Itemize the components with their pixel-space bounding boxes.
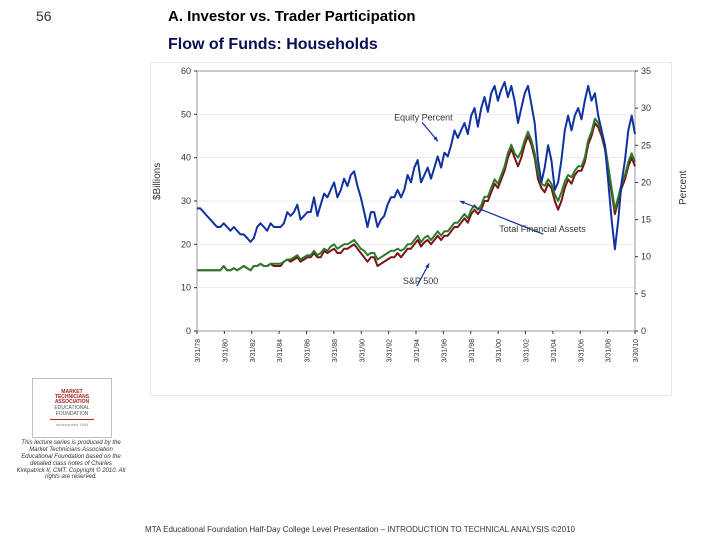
svg-text:Equity Percent: Equity Percent <box>394 112 453 122</box>
svg-text:3/31/98: 3/31/98 <box>469 339 476 362</box>
chart-title: Flow of Funds: Households <box>168 36 378 54</box>
svg-text:30: 30 <box>181 196 191 206</box>
y-axis-right-label: Percent <box>678 171 689 205</box>
svg-text:3/31/80: 3/31/80 <box>222 339 229 362</box>
svg-text:20: 20 <box>181 239 191 249</box>
svg-text:3/31/00: 3/31/00 <box>496 339 503 362</box>
svg-text:3/31/92: 3/31/92 <box>387 339 394 362</box>
svg-text:3/31/84: 3/31/84 <box>277 339 284 362</box>
section-heading: A. Investor vs. Trader Participation <box>168 8 416 25</box>
svg-text:10: 10 <box>641 252 651 262</box>
chart-container: 0 10 20 30 40 50 60 0 5 10 15 20 25 30 35 3/31/78 3/31/8… <box>150 62 672 396</box>
svg-text:3/31/08: 3/31/08 <box>606 339 613 362</box>
svg-text:35: 35 <box>641 66 651 76</box>
svg-text:3/31/90: 3/31/90 <box>359 339 366 362</box>
svg-text:3/31/06: 3/31/06 <box>578 339 585 362</box>
svg-text:3/31/96: 3/31/96 <box>441 339 448 362</box>
svg-text:10: 10 <box>181 283 191 293</box>
svg-text:3/31/78: 3/31/78 <box>195 339 202 362</box>
svg-text:15: 15 <box>641 215 651 225</box>
svg-text:40: 40 <box>181 153 191 163</box>
footer-text: MTA Educational Foundation Half-Day Coll… <box>0 525 720 534</box>
line-chart: 0 10 20 30 40 50 60 0 5 10 15 20 25 30 35 3/31/78 3/31/8… <box>151 63 671 395</box>
svg-text:S&P 500: S&P 500 <box>403 276 438 286</box>
svg-text:Total Financial Assets: Total Financial Assets <box>499 224 586 234</box>
disclaimer-text: This lecture series is produced by the M… <box>16 440 126 481</box>
svg-text:3/31/04: 3/31/04 <box>551 339 558 362</box>
slide: 56 A. Investor vs. Trader Participation … <box>0 0 720 540</box>
svg-text:60: 60 <box>181 66 191 76</box>
logo-rule <box>50 419 94 420</box>
slide-number: 56 <box>36 8 52 24</box>
logo-line: EDUCATIONAL <box>54 406 89 411</box>
logo-line: ASSOCIATION <box>55 400 89 405</box>
svg-text:0: 0 <box>186 326 191 336</box>
logo-tagline: Incorporated 1993 <box>56 422 88 427</box>
svg-text:3/30/10: 3/30/10 <box>633 339 640 362</box>
svg-text:3/31/82: 3/31/82 <box>250 339 257 362</box>
svg-text:3/31/86: 3/31/86 <box>305 339 312 362</box>
logo-line: FOUNDATION <box>56 412 89 417</box>
svg-text:3/31/02: 3/31/02 <box>524 339 531 362</box>
svg-text:5: 5 <box>641 289 646 299</box>
svg-text:3/31/88: 3/31/88 <box>332 339 339 362</box>
mta-logo: MARKET TECHNICIANS ASSOCIATION EDUCATION… <box>32 378 112 438</box>
svg-text:30: 30 <box>641 103 651 113</box>
svg-text:20: 20 <box>641 177 651 187</box>
svg-text:0: 0 <box>641 326 646 336</box>
svg-text:50: 50 <box>181 109 191 119</box>
svg-text:3/31/94: 3/31/94 <box>414 339 421 362</box>
svg-text:25: 25 <box>641 140 651 150</box>
